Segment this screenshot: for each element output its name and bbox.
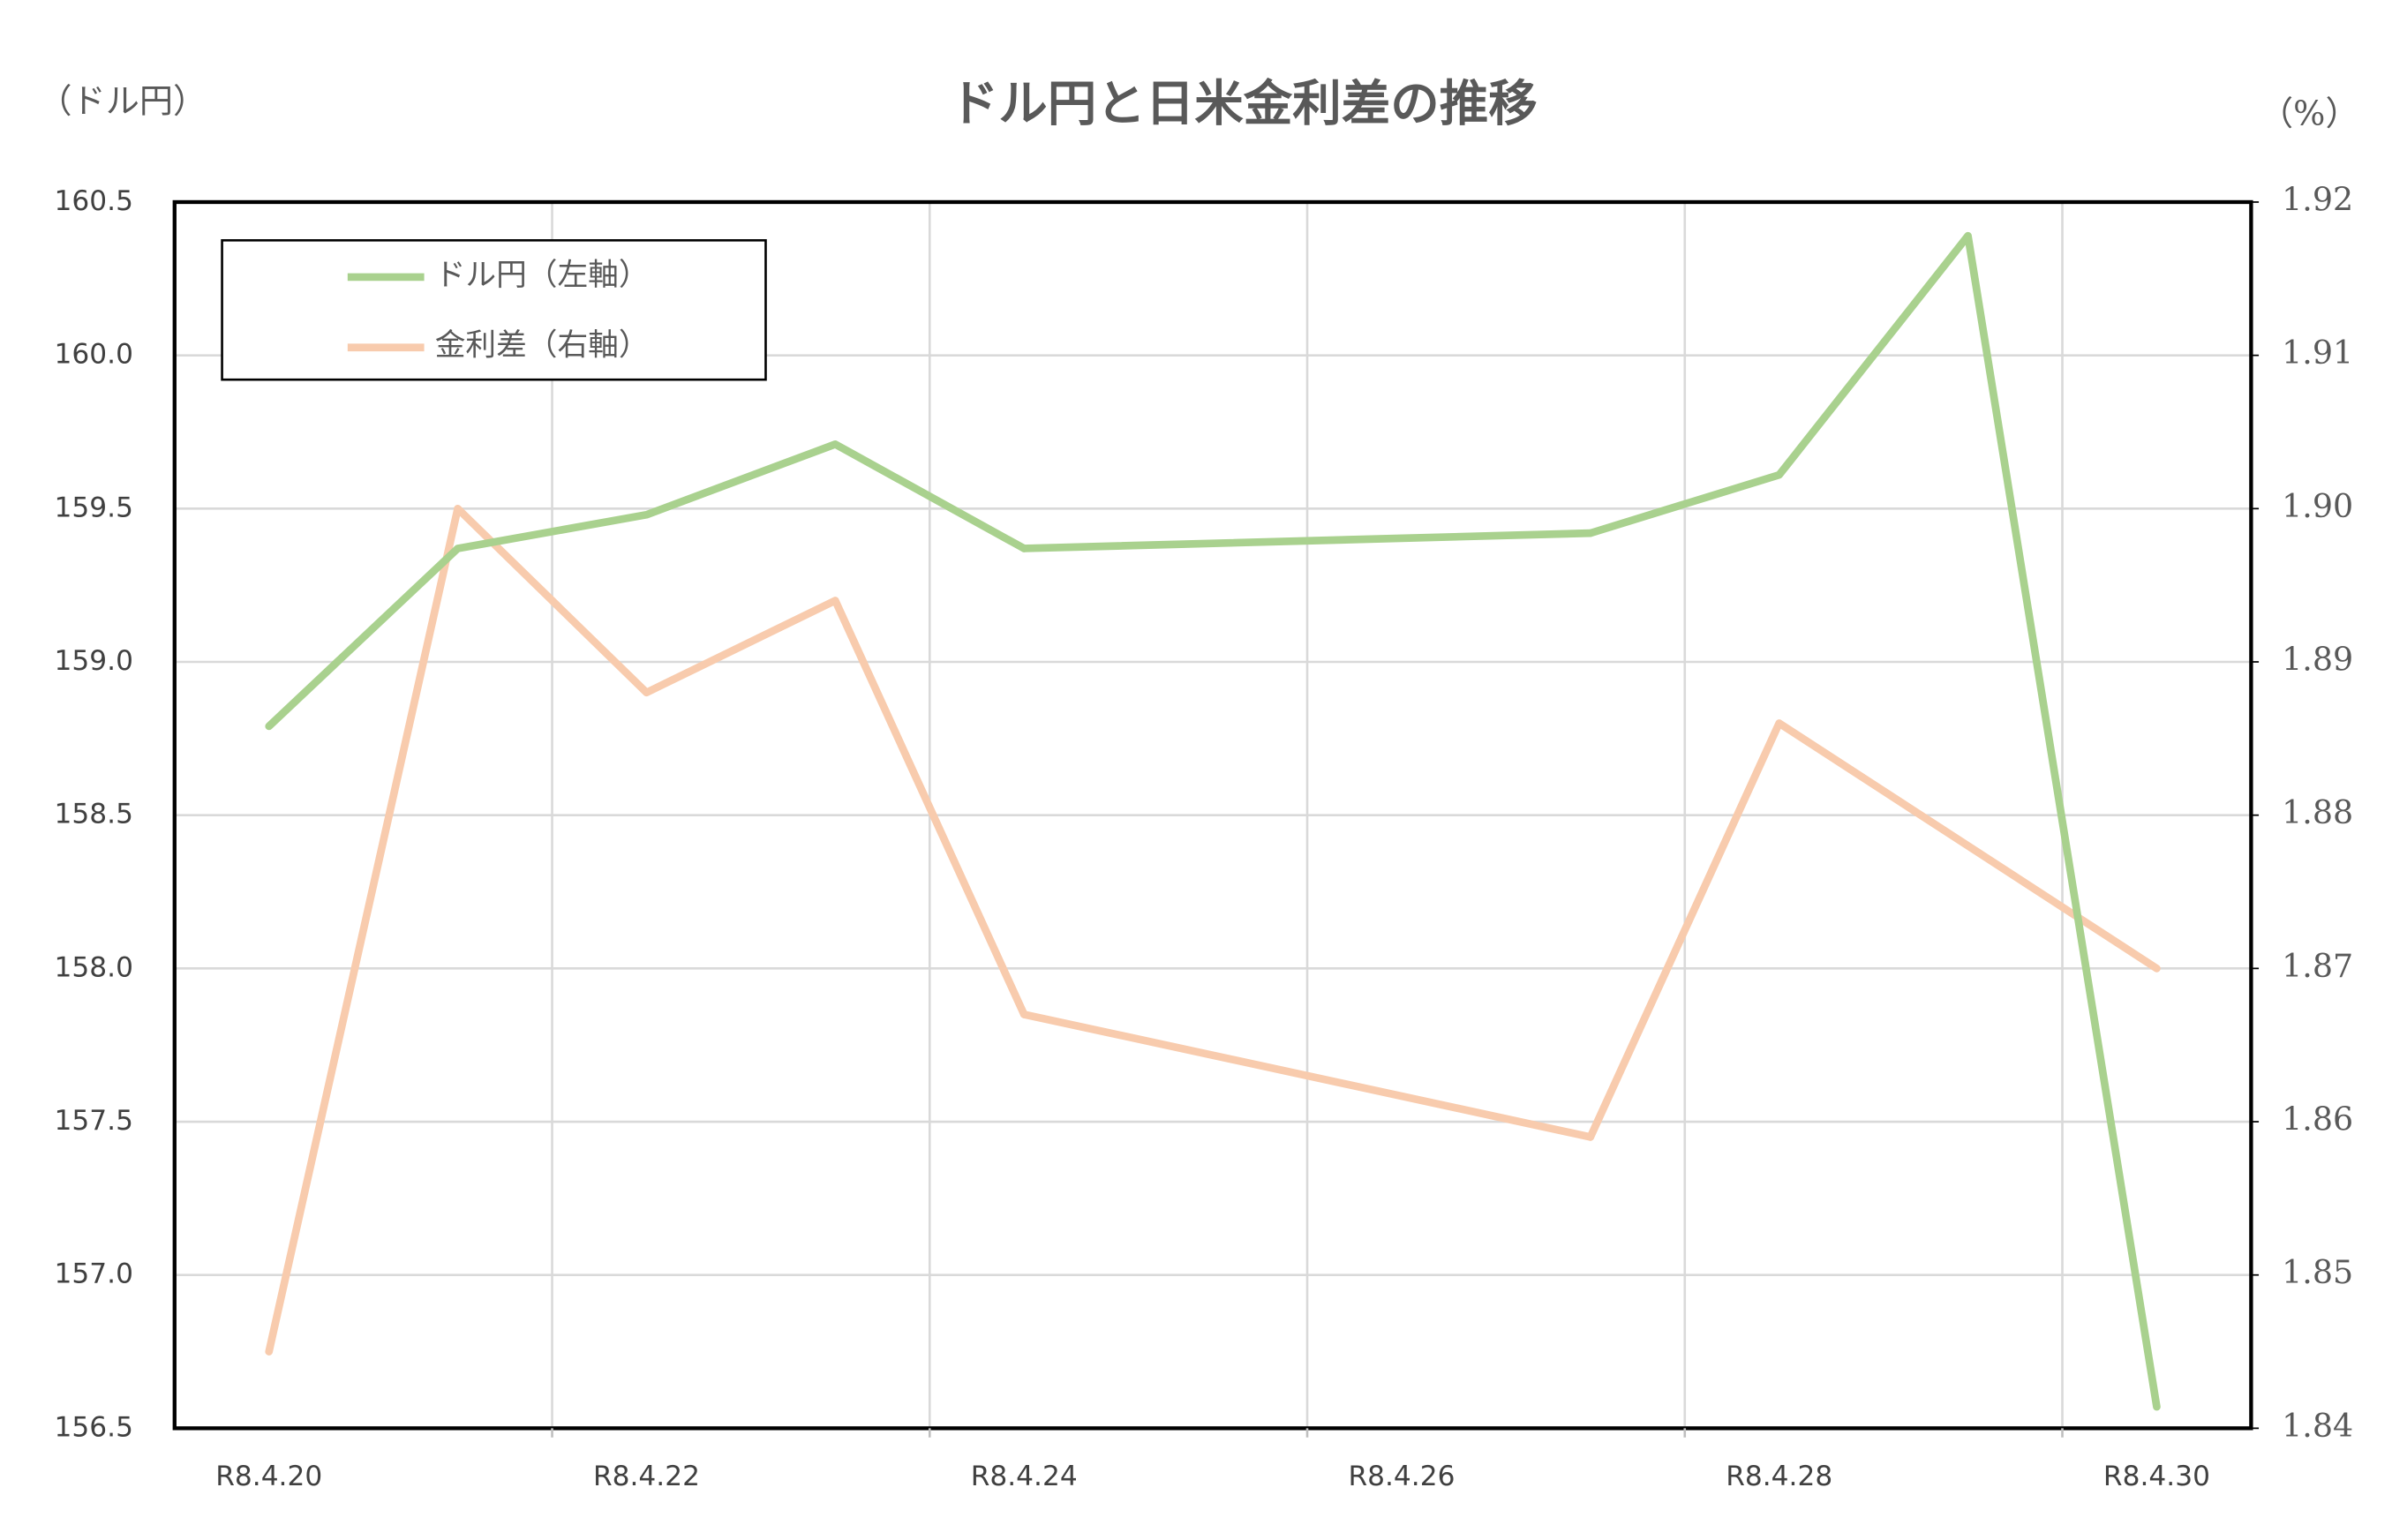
x-tick-label: R8.4.30 [2103, 1461, 2210, 1492]
y-tick-label: 156.5 [55, 1411, 133, 1443]
y2-tick-label: 1.92 [2282, 180, 2353, 218]
legend-box [221, 239, 767, 381]
legend-label: ドル円（左軸） [435, 258, 650, 293]
y-tick-label: 157.5 [55, 1105, 133, 1137]
x-tick-label: R8.4.20 [215, 1461, 322, 1492]
series-line [265, 440, 1028, 731]
series-line [1586, 719, 2161, 1141]
y-axis-label: （ドル円） [38, 81, 207, 120]
y-tick-label: 157.0 [55, 1258, 133, 1290]
y-tick-label: 160.5 [55, 185, 133, 217]
y2-tick-label: 1.86 [2282, 1101, 2353, 1138]
series-line [1586, 231, 2161, 1411]
y2-tick-label: 1.89 [2282, 640, 2353, 678]
y2-tick-label: 1.90 [2282, 487, 2353, 525]
y2-tick-label: 1.85 [2282, 1253, 2353, 1291]
y2-axis-label: （%） [2260, 94, 2359, 132]
gap-connector [1019, 1010, 1595, 1141]
legend-label: 金利差（右軸） [435, 328, 650, 364]
legend: ドル円（左軸） 金利差（右軸） [221, 239, 767, 381]
gap-connector [1019, 529, 1595, 552]
y-tick-label: 159.5 [55, 492, 133, 523]
y-tick-label: 160.0 [55, 339, 133, 371]
lines [265, 231, 2161, 1411]
y2-tick-label: 1.84 [2282, 1407, 2353, 1445]
y-tick-label: 158.0 [55, 951, 133, 983]
series-line [265, 504, 1028, 1356]
y-tick-label: 159.0 [55, 645, 133, 677]
chart-title: ドル円と日米金利差の推移 [950, 76, 1538, 133]
y2-tick-label: 1.88 [2282, 793, 2353, 831]
y2-tick-label: 1.91 [2282, 334, 2353, 372]
x-tick-label: R8.4.26 [1348, 1461, 1455, 1492]
x-tick-label: R8.4.22 [593, 1461, 700, 1492]
y2-tick-label: 1.87 [2282, 947, 2353, 985]
x-tick-label: R8.4.24 [971, 1461, 1078, 1492]
y-tick-label: 158.5 [55, 799, 133, 830]
x-tick-label: R8.4.28 [1726, 1461, 1832, 1492]
